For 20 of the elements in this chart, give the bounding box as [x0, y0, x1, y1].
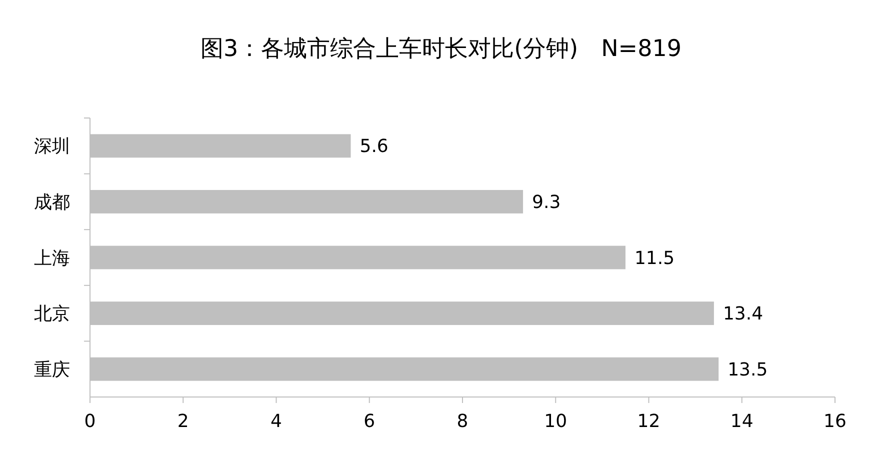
y-tick-label: 上海: [34, 248, 70, 269]
y-tick-label: 重庆: [34, 359, 70, 380]
x-tick-label: 16: [824, 411, 846, 432]
x-tick-label: 2: [177, 411, 189, 432]
chart-title: 图3：各城市综合上车时长对比(分钟) N=819: [200, 36, 682, 62]
y-tick-label: 成都: [34, 192, 70, 213]
x-tick-label: 4: [270, 411, 282, 432]
x-tick-label: 8: [456, 411, 468, 432]
data-label: 11.5: [634, 248, 675, 269]
data-label: 13.5: [728, 359, 768, 380]
x-tick-label: 14: [730, 411, 754, 432]
data-label: 9.3: [532, 192, 561, 213]
x-tick-label: 0: [84, 411, 96, 432]
y-tick-label: 北京: [34, 304, 70, 325]
x-tick-label: 12: [637, 411, 660, 432]
data-label: 5.6: [360, 136, 388, 158]
x-tick-label: 6: [364, 411, 376, 432]
data-label: 13.4: [722, 304, 764, 325]
x-tick-label: 10: [544, 411, 568, 432]
y-tick-label: 深圳: [34, 136, 70, 158]
